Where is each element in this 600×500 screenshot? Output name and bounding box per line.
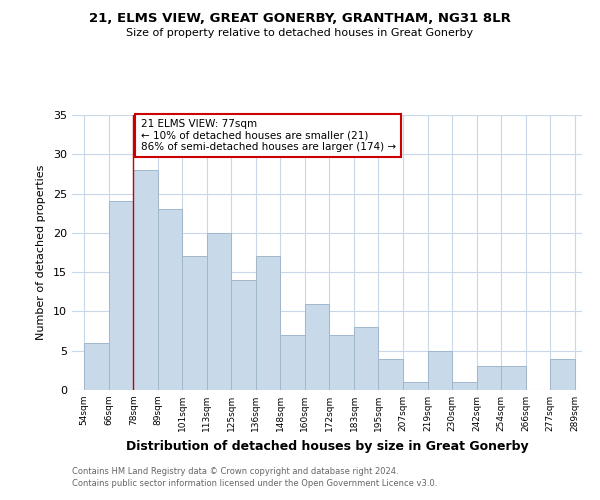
Text: 21 ELMS VIEW: 77sqm
← 10% of detached houses are smaller (21)
86% of semi-detach: 21 ELMS VIEW: 77sqm ← 10% of detached ho…: [140, 119, 396, 152]
X-axis label: Distribution of detached houses by size in Great Gonerby: Distribution of detached houses by size …: [125, 440, 529, 452]
Text: 21, ELMS VIEW, GREAT GONERBY, GRANTHAM, NG31 8LR: 21, ELMS VIEW, GREAT GONERBY, GRANTHAM, …: [89, 12, 511, 26]
Bar: [403, 382, 428, 390]
Bar: [133, 170, 158, 390]
Bar: [550, 358, 575, 390]
Bar: [354, 327, 379, 390]
Bar: [158, 210, 182, 390]
Bar: [305, 304, 329, 390]
Bar: [84, 343, 109, 390]
Text: Contains public sector information licensed under the Open Government Licence v3: Contains public sector information licen…: [72, 478, 437, 488]
Text: Contains HM Land Registry data © Crown copyright and database right 2024.: Contains HM Land Registry data © Crown c…: [72, 467, 398, 476]
Bar: [329, 335, 354, 390]
Bar: [207, 233, 232, 390]
Text: Size of property relative to detached houses in Great Gonerby: Size of property relative to detached ho…: [127, 28, 473, 38]
Bar: [476, 366, 501, 390]
Bar: [452, 382, 476, 390]
Bar: [232, 280, 256, 390]
Bar: [109, 202, 133, 390]
Y-axis label: Number of detached properties: Number of detached properties: [36, 165, 46, 340]
Bar: [501, 366, 526, 390]
Bar: [182, 256, 207, 390]
Bar: [428, 350, 452, 390]
Bar: [280, 335, 305, 390]
Bar: [379, 358, 403, 390]
Bar: [256, 256, 280, 390]
